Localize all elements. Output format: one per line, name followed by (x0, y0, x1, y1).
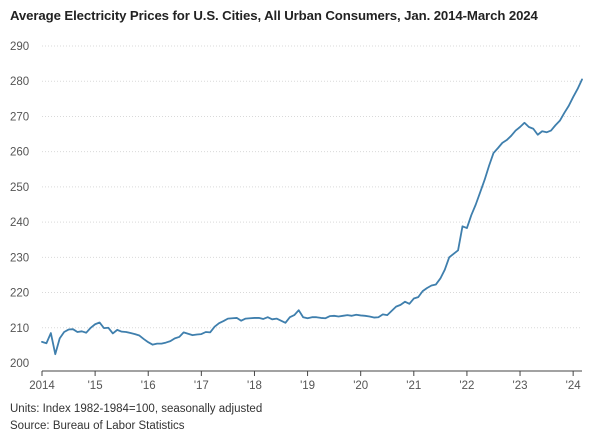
y-tick-label-240: 240 (10, 217, 29, 229)
x-tick-label-2023-01: '23 (513, 380, 528, 392)
x-tick-label-2022-01: '22 (459, 380, 474, 392)
y-tick-label-270: 270 (10, 111, 29, 123)
x-tick-label-2021-01: '21 (406, 380, 421, 392)
gridlines (42, 45, 582, 329)
y-tick-label-210: 210 (10, 323, 29, 335)
series-layer (41, 78, 583, 356)
units-note: Units: Index 1982-1984=100, seasonally a… (10, 403, 263, 415)
x-tick-label-2014-01: 2014 (29, 380, 55, 392)
y-tick-label-200: 200 (10, 358, 29, 370)
y-axis-tick-labels: 200 210 220 230 240 250 260 270 280 290 (10, 41, 29, 370)
y-tick-label-250: 250 (10, 182, 29, 194)
x-axis: 2014 '15 '16 '17 '18 '19 '20 '21 '22 '23 '24 (29, 370, 582, 392)
x-tick-label-2020-01: '20 (353, 380, 368, 392)
x-tick-label-2024-01: '24 (566, 380, 582, 392)
x-tick-label-2018-01: '18 (247, 380, 262, 392)
x-tick-label-2019-01: '19 (300, 380, 315, 392)
y-tick-label-220: 220 (10, 288, 29, 300)
y-tick-label-230: 230 (10, 252, 29, 264)
series-line-0 (41, 78, 583, 356)
y-tick-label-260: 260 (10, 147, 29, 159)
chart-title: Average Electricity Prices for U.S. Citi… (10, 8, 538, 23)
x-tick-label-2016-01: '16 (141, 380, 156, 392)
x-tick-label-2015-01: '15 (88, 380, 103, 392)
y-tick-label-280: 280 (10, 76, 29, 88)
source-note: Source: Bureau of Labor Statistics (10, 420, 185, 432)
x-tick-label-2017-01: '17 (194, 380, 209, 392)
y-tick-label-290: 290 (10, 41, 29, 53)
